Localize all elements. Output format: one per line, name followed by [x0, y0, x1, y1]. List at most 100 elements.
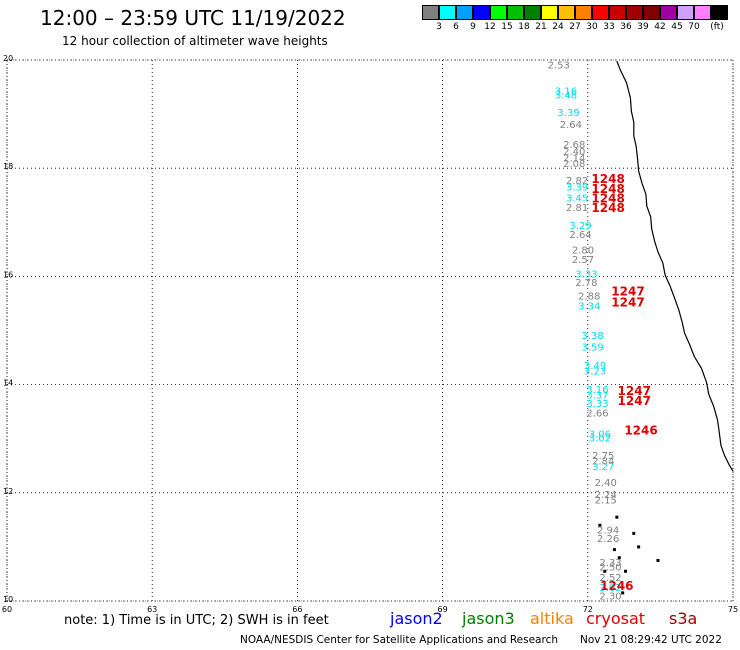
island-mark	[656, 558, 660, 562]
island-mark	[603, 569, 607, 573]
pass-time-label: 1247	[618, 384, 651, 398]
legend-swatch	[541, 5, 558, 20]
wave-height-label: 3.16	[555, 86, 577, 97]
pass-time-label: 1246	[624, 424, 657, 438]
legend-swatch	[507, 5, 524, 20]
legend-swatch	[422, 5, 439, 20]
wave-height-label: 2.64	[560, 120, 582, 131]
lon-tick-label: 66	[292, 605, 302, 614]
wave-height-label: 3.16	[586, 385, 608, 396]
legend-swatch	[575, 5, 592, 20]
satellite-label-altika: altika	[530, 609, 574, 628]
generated-timestamp: Nov 21 08:29:42 UTC 2022	[580, 634, 722, 646]
pass-time-label: 1248	[591, 191, 624, 205]
wave-height-label: 3.34	[578, 302, 600, 313]
island-mark	[637, 545, 641, 549]
legend-swatch	[456, 5, 473, 20]
legend-label: 12	[484, 22, 496, 32]
wave-height-label: 2.75	[592, 451, 614, 462]
pass-time-label: 1247	[618, 394, 651, 408]
lon-tick-label: 60	[2, 605, 12, 614]
lon-tick-label: 72	[583, 605, 593, 614]
satellite-label-jason3: jason3	[462, 609, 515, 628]
wave-height-label: 3.59	[582, 343, 604, 354]
wave-height-label: 2.78	[575, 278, 597, 289]
coastline-path	[616, 60, 734, 472]
island-mark	[598, 523, 602, 527]
wave-height-label: 2.57	[572, 255, 594, 266]
wave-height-label: 2.50	[599, 562, 621, 573]
legend-swatch	[439, 5, 456, 20]
wave-height-label: 2.40	[595, 478, 617, 489]
island-mark	[617, 556, 621, 560]
wave-height-label: 2.80	[572, 245, 594, 256]
map-frame	[6, 59, 734, 602]
wave-height-label: 2.81	[566, 203, 588, 214]
legend-unit: (ft)	[710, 22, 724, 32]
satellite-label-s3a: s3a	[669, 609, 698, 628]
lat-tick-label: 16	[3, 270, 13, 279]
map-subtitle: 12 hour collection of altimeter wave hei…	[62, 34, 328, 48]
axis-tick-labels: 60 63 66 69 72 75 20 18 16 14 12 10	[2, 54, 738, 614]
wave-height-label: 2.64	[569, 230, 591, 241]
legend-label: 33	[603, 22, 615, 32]
legend-label: 27	[569, 22, 581, 32]
wave-height-label: 2.52	[599, 573, 621, 584]
wave-height-label: 3.02	[589, 434, 611, 445]
pass-time-label: 1247	[611, 295, 644, 309]
pass-time-label: 1246	[600, 579, 633, 593]
legend-label: 15	[501, 22, 513, 32]
legend-label: 9	[470, 22, 476, 32]
legend-label: 45	[671, 22, 683, 32]
wave-height-label: 3.45	[566, 193, 588, 204]
legend-label: 3	[436, 22, 442, 32]
wave-height-label: 3.02	[599, 583, 621, 594]
satellite-label-jason2: jason2	[390, 609, 443, 628]
legend-swatch	[490, 5, 507, 20]
wave-height-label: 3.38	[582, 331, 604, 342]
legend-swatch	[711, 5, 728, 20]
island-mark	[624, 569, 628, 573]
wave-height-label: 2.24	[595, 490, 617, 501]
island-mark	[612, 548, 616, 552]
legend-label: 30	[586, 22, 598, 32]
wave-observations: 2.533.163.483.392.642.682.402.142.082.82…	[548, 60, 658, 602]
legend-swatch	[677, 5, 694, 20]
wave-height-label: 3.39	[566, 183, 588, 194]
units-note: note: 1) Time is in UTC; 2) SWH is in fe…	[64, 613, 329, 628]
wave-height-label: 2.14	[563, 153, 585, 164]
wave-height-label: 2.53	[548, 60, 570, 71]
island-mark	[632, 531, 636, 535]
wave-height-label: 2.94	[597, 526, 619, 537]
wave-height-label: 3.27	[592, 462, 614, 473]
wave-height-label: 2.88	[578, 291, 600, 302]
wave-height-label: 3.33	[586, 399, 608, 410]
wave-height-label: 3.23	[584, 367, 606, 378]
legend-swatch	[524, 5, 541, 20]
legend-label: 18	[518, 22, 530, 32]
lat-tick-label: 20	[3, 54, 13, 63]
wave-height-label: 2.33	[599, 558, 621, 569]
wave-height-label: 3.37	[586, 390, 608, 401]
lat-tick-label: 12	[3, 487, 13, 496]
wave-height-label: 2.66	[586, 409, 608, 420]
legend-label: 24	[552, 22, 564, 32]
legend-swatch	[660, 5, 677, 20]
legend-swatch	[558, 5, 575, 20]
wave-height-label: 3.06	[589, 429, 611, 440]
lon-tick-label: 69	[438, 605, 448, 614]
legend-label: 42	[654, 22, 666, 32]
lat-tick-label: 18	[3, 162, 13, 171]
wave-height-label: 3.48	[555, 91, 577, 102]
wave-height-label: 2.68	[563, 140, 585, 151]
wave-height-label: 2.82	[566, 176, 588, 187]
map-grid	[6, 59, 734, 602]
legend-label: 6	[453, 22, 459, 32]
map-title: 12:00 – 23:59 UTC 11/19/2022	[40, 6, 346, 30]
wave-height-label: 2.30	[599, 592, 621, 603]
wave-height-label: 2.40	[563, 147, 585, 158]
wave-height-label: 2.26	[597, 534, 619, 545]
pass-time-label: 1248	[591, 172, 624, 186]
wave-height-label: 3.49	[584, 361, 606, 372]
